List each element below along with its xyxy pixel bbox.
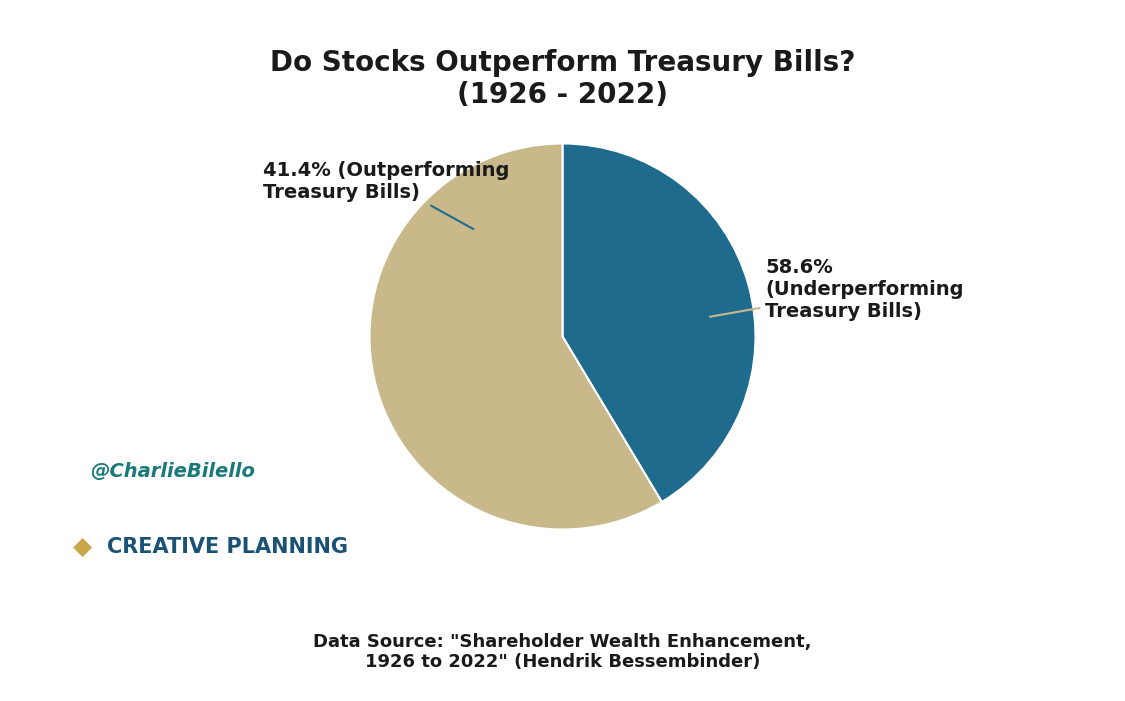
- Text: @CharlieBilello: @CharlieBilello: [90, 462, 255, 481]
- Text: 41.4% (Outperforming
Treasury Bills): 41.4% (Outperforming Treasury Bills): [263, 161, 510, 229]
- Text: ◆: ◆: [73, 535, 92, 559]
- Text: Do Stocks Outperform Treasury Bills?
(1926 - 2022): Do Stocks Outperform Treasury Bills? (19…: [270, 49, 855, 109]
- Wedge shape: [562, 144, 756, 502]
- Text: CREATIVE PLANNING: CREATIVE PLANNING: [107, 537, 348, 557]
- Text: Data Source: "Shareholder Wealth Enhancement,
1926 to 2022" (Hendrik Bessembinde: Data Source: "Shareholder Wealth Enhance…: [313, 632, 812, 672]
- Wedge shape: [369, 144, 662, 529]
- Text: 58.6%
(Underperforming
Treasury Bills): 58.6% (Underperforming Treasury Bills): [710, 258, 964, 321]
